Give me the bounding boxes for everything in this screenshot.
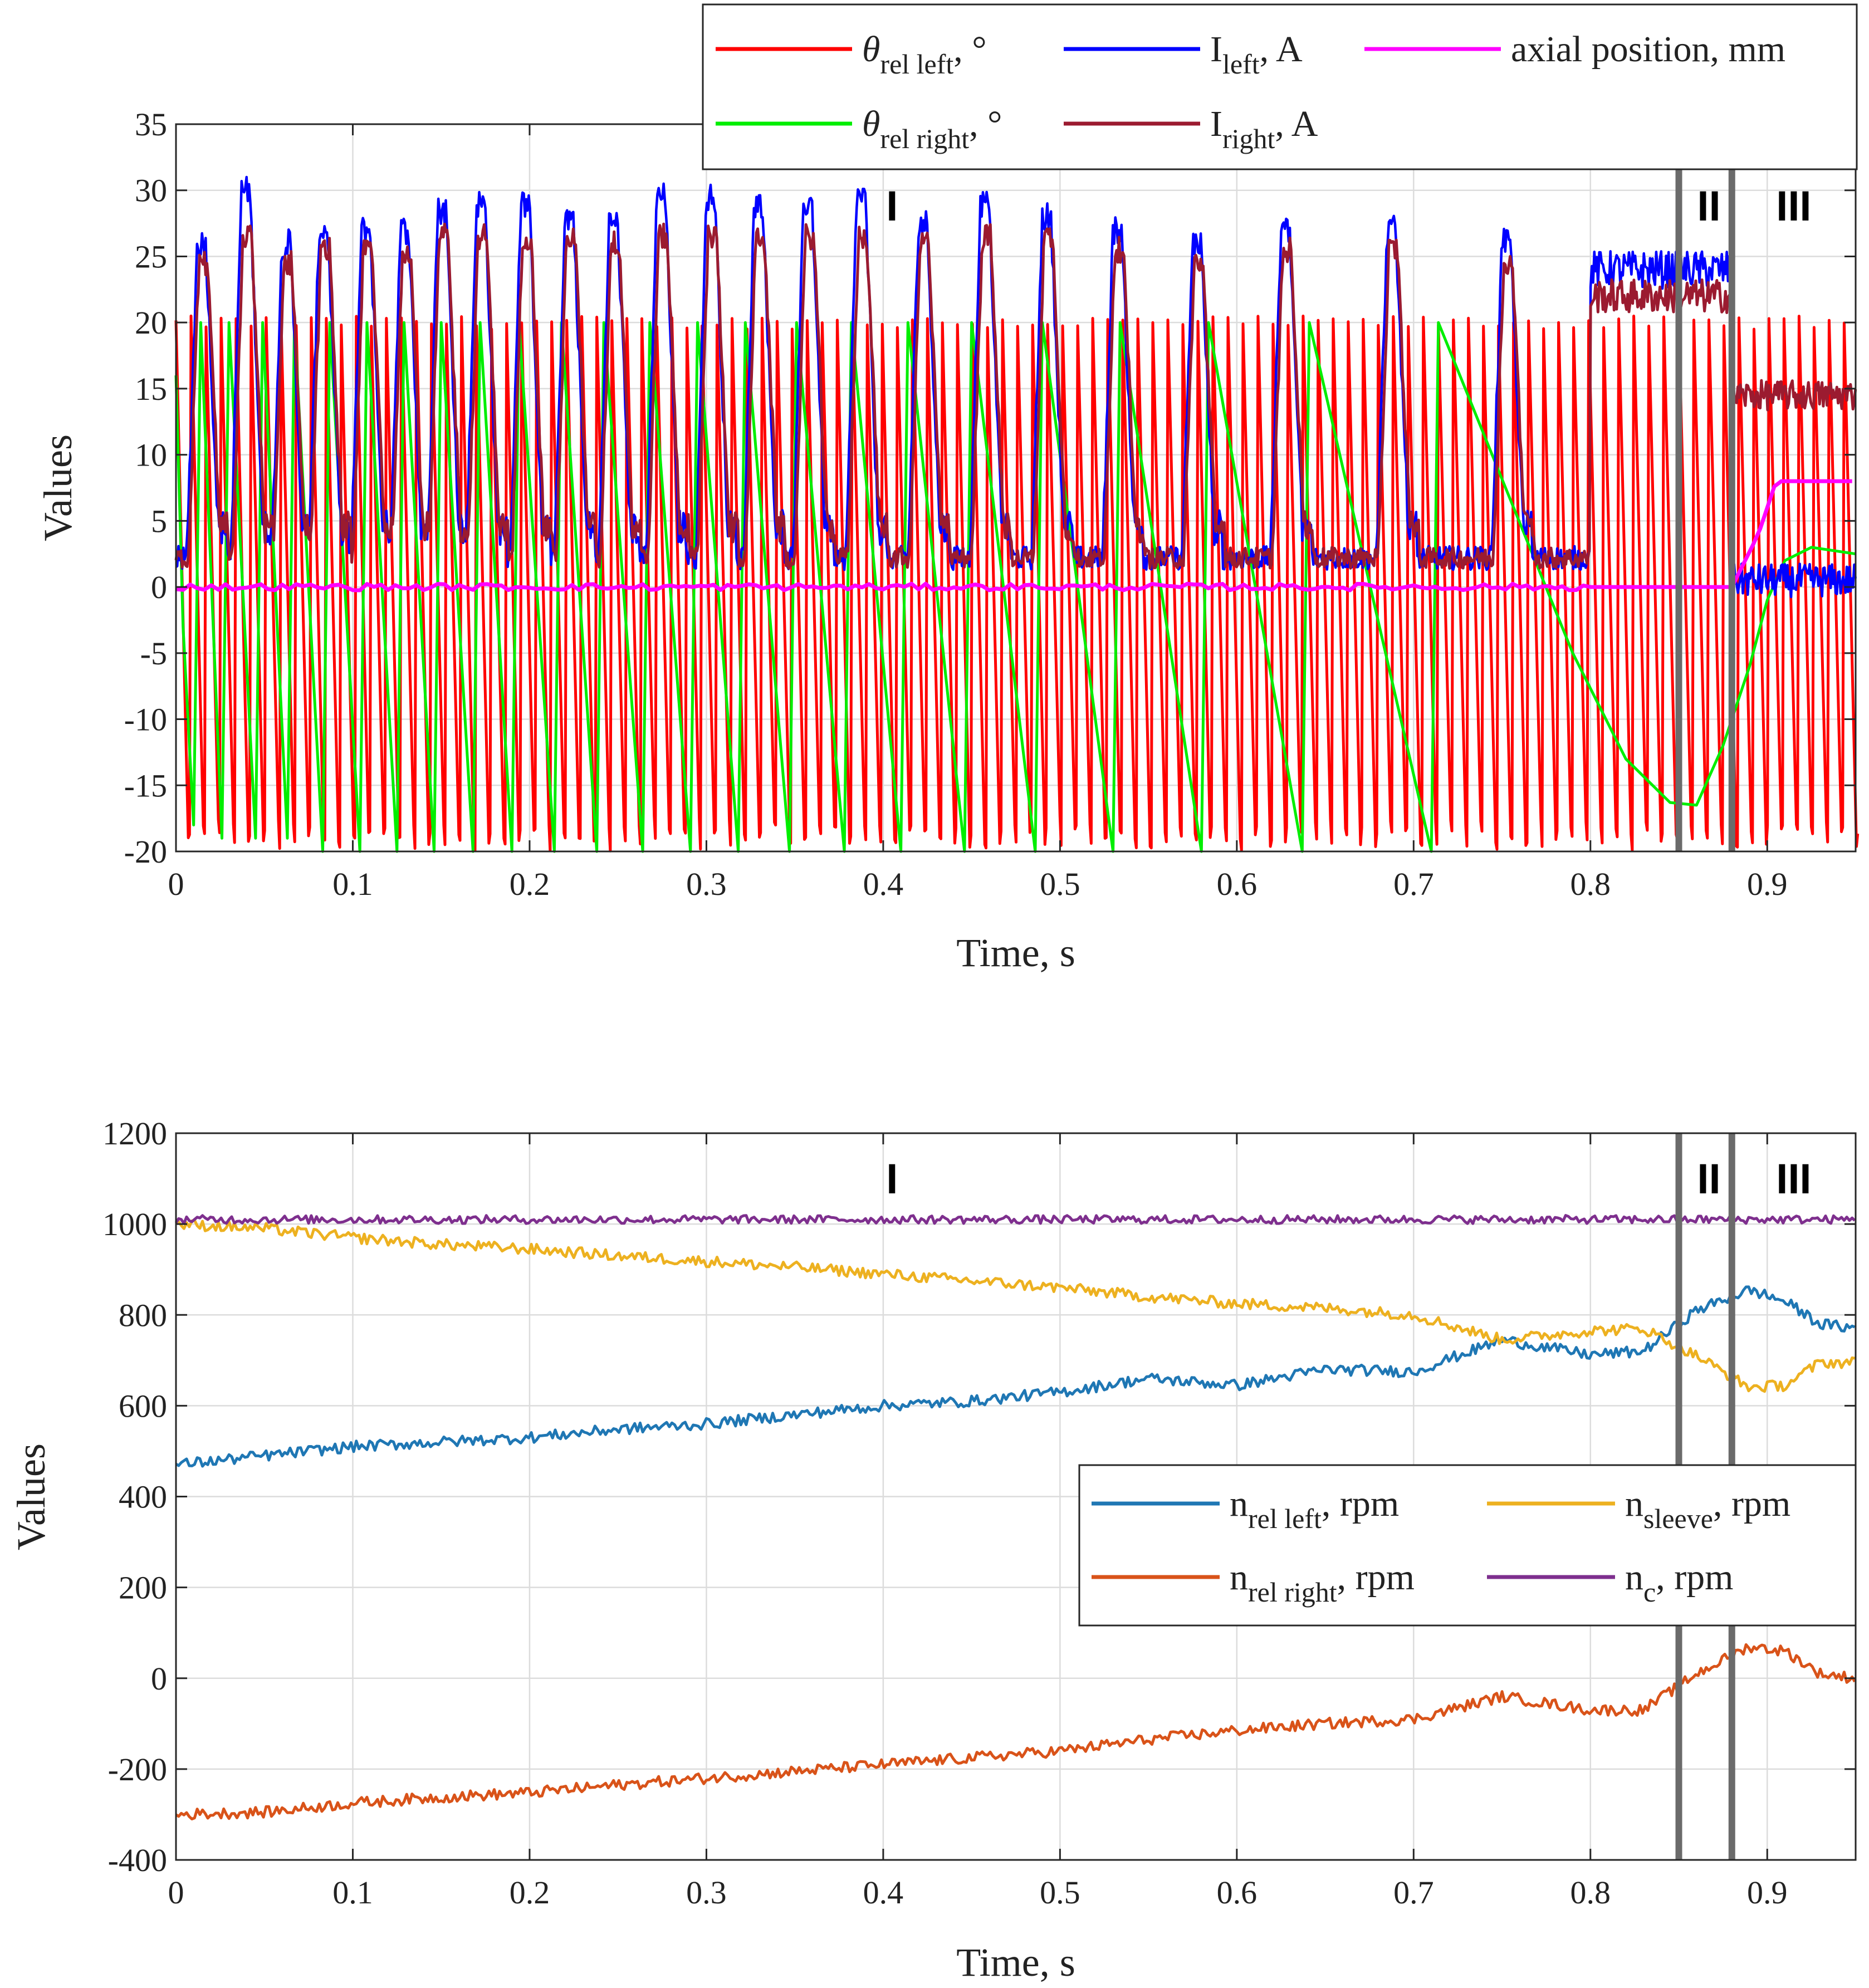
y-tick-label: -400: [108, 1842, 167, 1878]
region-label: II: [1697, 1155, 1720, 1203]
legend-label: Iright, A: [1210, 104, 1318, 154]
y-tick-label: -15: [124, 767, 167, 804]
series-n-rel-left: [175, 1285, 1856, 1468]
legend-entry: nrel left, rpm: [1092, 1483, 1399, 1534]
x-tick-label: 0.2: [510, 1874, 550, 1911]
region-labels-bottom: I II III: [886, 1155, 1811, 1203]
y-axis-label-bottom: Values: [9, 1443, 53, 1550]
y-tick-label: 400: [119, 1479, 167, 1515]
legend-label: θrel right, °: [862, 104, 1002, 154]
legend-entry: θrel left, °: [716, 29, 987, 80]
y-tick-label: 30: [135, 173, 167, 209]
x-tick-label: 0.9: [1747, 1874, 1788, 1911]
chart-bottom: 0 0.1 0.2 0.3 0.4 0.5 0.6 0.7 0.8 0.9 1200 1000 800…: [9, 1115, 1857, 1985]
legend-label: nrel left, rpm: [1230, 1483, 1399, 1534]
y-tick-label: 600: [119, 1388, 167, 1424]
y-axis-label-top: Values: [36, 434, 80, 541]
legend-entry: axial position, mm: [1364, 29, 1785, 70]
series-n-sleeve: [175, 1218, 1855, 1393]
x-tick-label: 0.3: [686, 866, 727, 902]
y-tick-label: 0: [151, 569, 167, 605]
x-ticks-top: 0 0.1 0.2 0.3 0.4 0.5 0.6 0.7 0.8 0.9: [168, 124, 1788, 902]
legend-label: axial position, mm: [1511, 29, 1785, 70]
legend-label: Ileft, A: [1210, 29, 1303, 80]
y-ticks-top: 35 30 25 20 15 10 5 0 -5 -10 -15 -20: [124, 106, 1856, 870]
x-tick-label: 0: [168, 1874, 184, 1911]
x-tick-label: 0.7: [1393, 1874, 1434, 1911]
legend-label: nrel right, rpm: [1230, 1557, 1415, 1608]
region-boundaries-top: [1675, 124, 1735, 851]
series-i-left: [175, 175, 1857, 599]
x-tick-label: 0.6: [1217, 866, 1258, 902]
series-top: [174, 175, 1860, 853]
region-label: III: [1776, 183, 1811, 230]
y-tick-label: 10: [135, 437, 167, 473]
x-tick-label: 0: [168, 866, 184, 902]
x-tick-label: 0.4: [863, 1874, 904, 1911]
region-label: II: [1697, 183, 1720, 230]
y-tick-label: 25: [135, 238, 167, 275]
x-axis-label-bottom: Time, s: [956, 1940, 1075, 1985]
y-tick-label: -5: [140, 635, 167, 672]
region-labels-top: I II III: [886, 183, 1811, 230]
x-tick-label: 0.1: [332, 866, 373, 902]
y-tick-label: 35: [135, 106, 167, 143]
legend-entry: θrel right, °: [716, 104, 1002, 154]
region-label: III: [1776, 1155, 1811, 1203]
x-tick-label: 0.8: [1570, 1874, 1611, 1911]
legend-bottom: nrel left, rpm nsleeve, rpm nrel right, rp…: [1078, 1464, 1857, 1627]
x-tick-label: 0.1: [332, 1874, 373, 1911]
y-tick-label: 200: [119, 1570, 167, 1606]
series-i-right: [174, 222, 1857, 570]
legend-label: nc, rpm: [1625, 1557, 1734, 1608]
x-tick-label: 0.4: [863, 866, 904, 902]
y-tick-label: 5: [151, 503, 167, 539]
x-tick-label: 0.6: [1217, 1874, 1258, 1911]
legend-box-top: [702, 3, 1858, 170]
y-tick-label: 15: [135, 371, 167, 407]
x-tick-label: 0.9: [1747, 866, 1788, 902]
y-tick-label: -20: [124, 834, 167, 870]
x-tick-label: 0.2: [510, 866, 550, 902]
y-tick-label: 20: [135, 305, 167, 341]
y-tick-label: 1000: [102, 1206, 167, 1242]
chart-top: 0 0.1 0.2 0.3 0.4 0.5 0.6 0.7 0.8 0.9 35 30 25 20 15 1…: [36, 3, 1860, 975]
series-bottom: [174, 1214, 1856, 1820]
legend-entry: Iright, A: [1064, 104, 1318, 154]
legend-label: θrel left, °: [862, 29, 987, 80]
x-tick-label: 0.5: [1040, 1874, 1080, 1911]
x-tick-label: 0.3: [686, 1874, 727, 1911]
region-label: I: [886, 1155, 898, 1203]
x-tick-label: 0.8: [1570, 866, 1611, 902]
legend-box-bottom: [1078, 1464, 1857, 1627]
y-tick-label: 0: [151, 1661, 167, 1697]
series-n-rel-right: [175, 1643, 1856, 1820]
legend-entry: nc, rpm: [1487, 1557, 1734, 1608]
x-ticks-bottom: 0 0.1 0.2 0.3 0.4 0.5 0.6 0.7 0.8 0.9: [168, 1133, 1788, 1911]
y-tick-label: 800: [119, 1297, 167, 1333]
y-tick-label: 1200: [102, 1115, 167, 1152]
region-label: I: [886, 183, 898, 230]
legend-entry: nsleeve, rpm: [1487, 1483, 1790, 1534]
legend-top: θrel left, ° Ileft, A axial position, mm θr…: [702, 3, 1858, 170]
x-tick-label: 0.5: [1040, 866, 1080, 902]
series-axial-position: [175, 479, 1852, 593]
legend-label: nsleeve, rpm: [1625, 1483, 1790, 1534]
series-n-c: [174, 1214, 1856, 1225]
x-tick-label: 0.7: [1393, 866, 1434, 902]
x-axis-label-top: Time, s: [956, 931, 1075, 975]
series-theta-rel-left: [174, 314, 1860, 853]
legend-entry: nrel right, rpm: [1092, 1557, 1415, 1608]
y-tick-label: -200: [108, 1751, 167, 1788]
y-ticks-bottom: 1200 1000 800 600 400 200 0 -200 -400: [102, 1115, 1856, 1878]
y-tick-label: -10: [124, 702, 167, 738]
legend-entry: Ileft, A: [1064, 29, 1303, 80]
